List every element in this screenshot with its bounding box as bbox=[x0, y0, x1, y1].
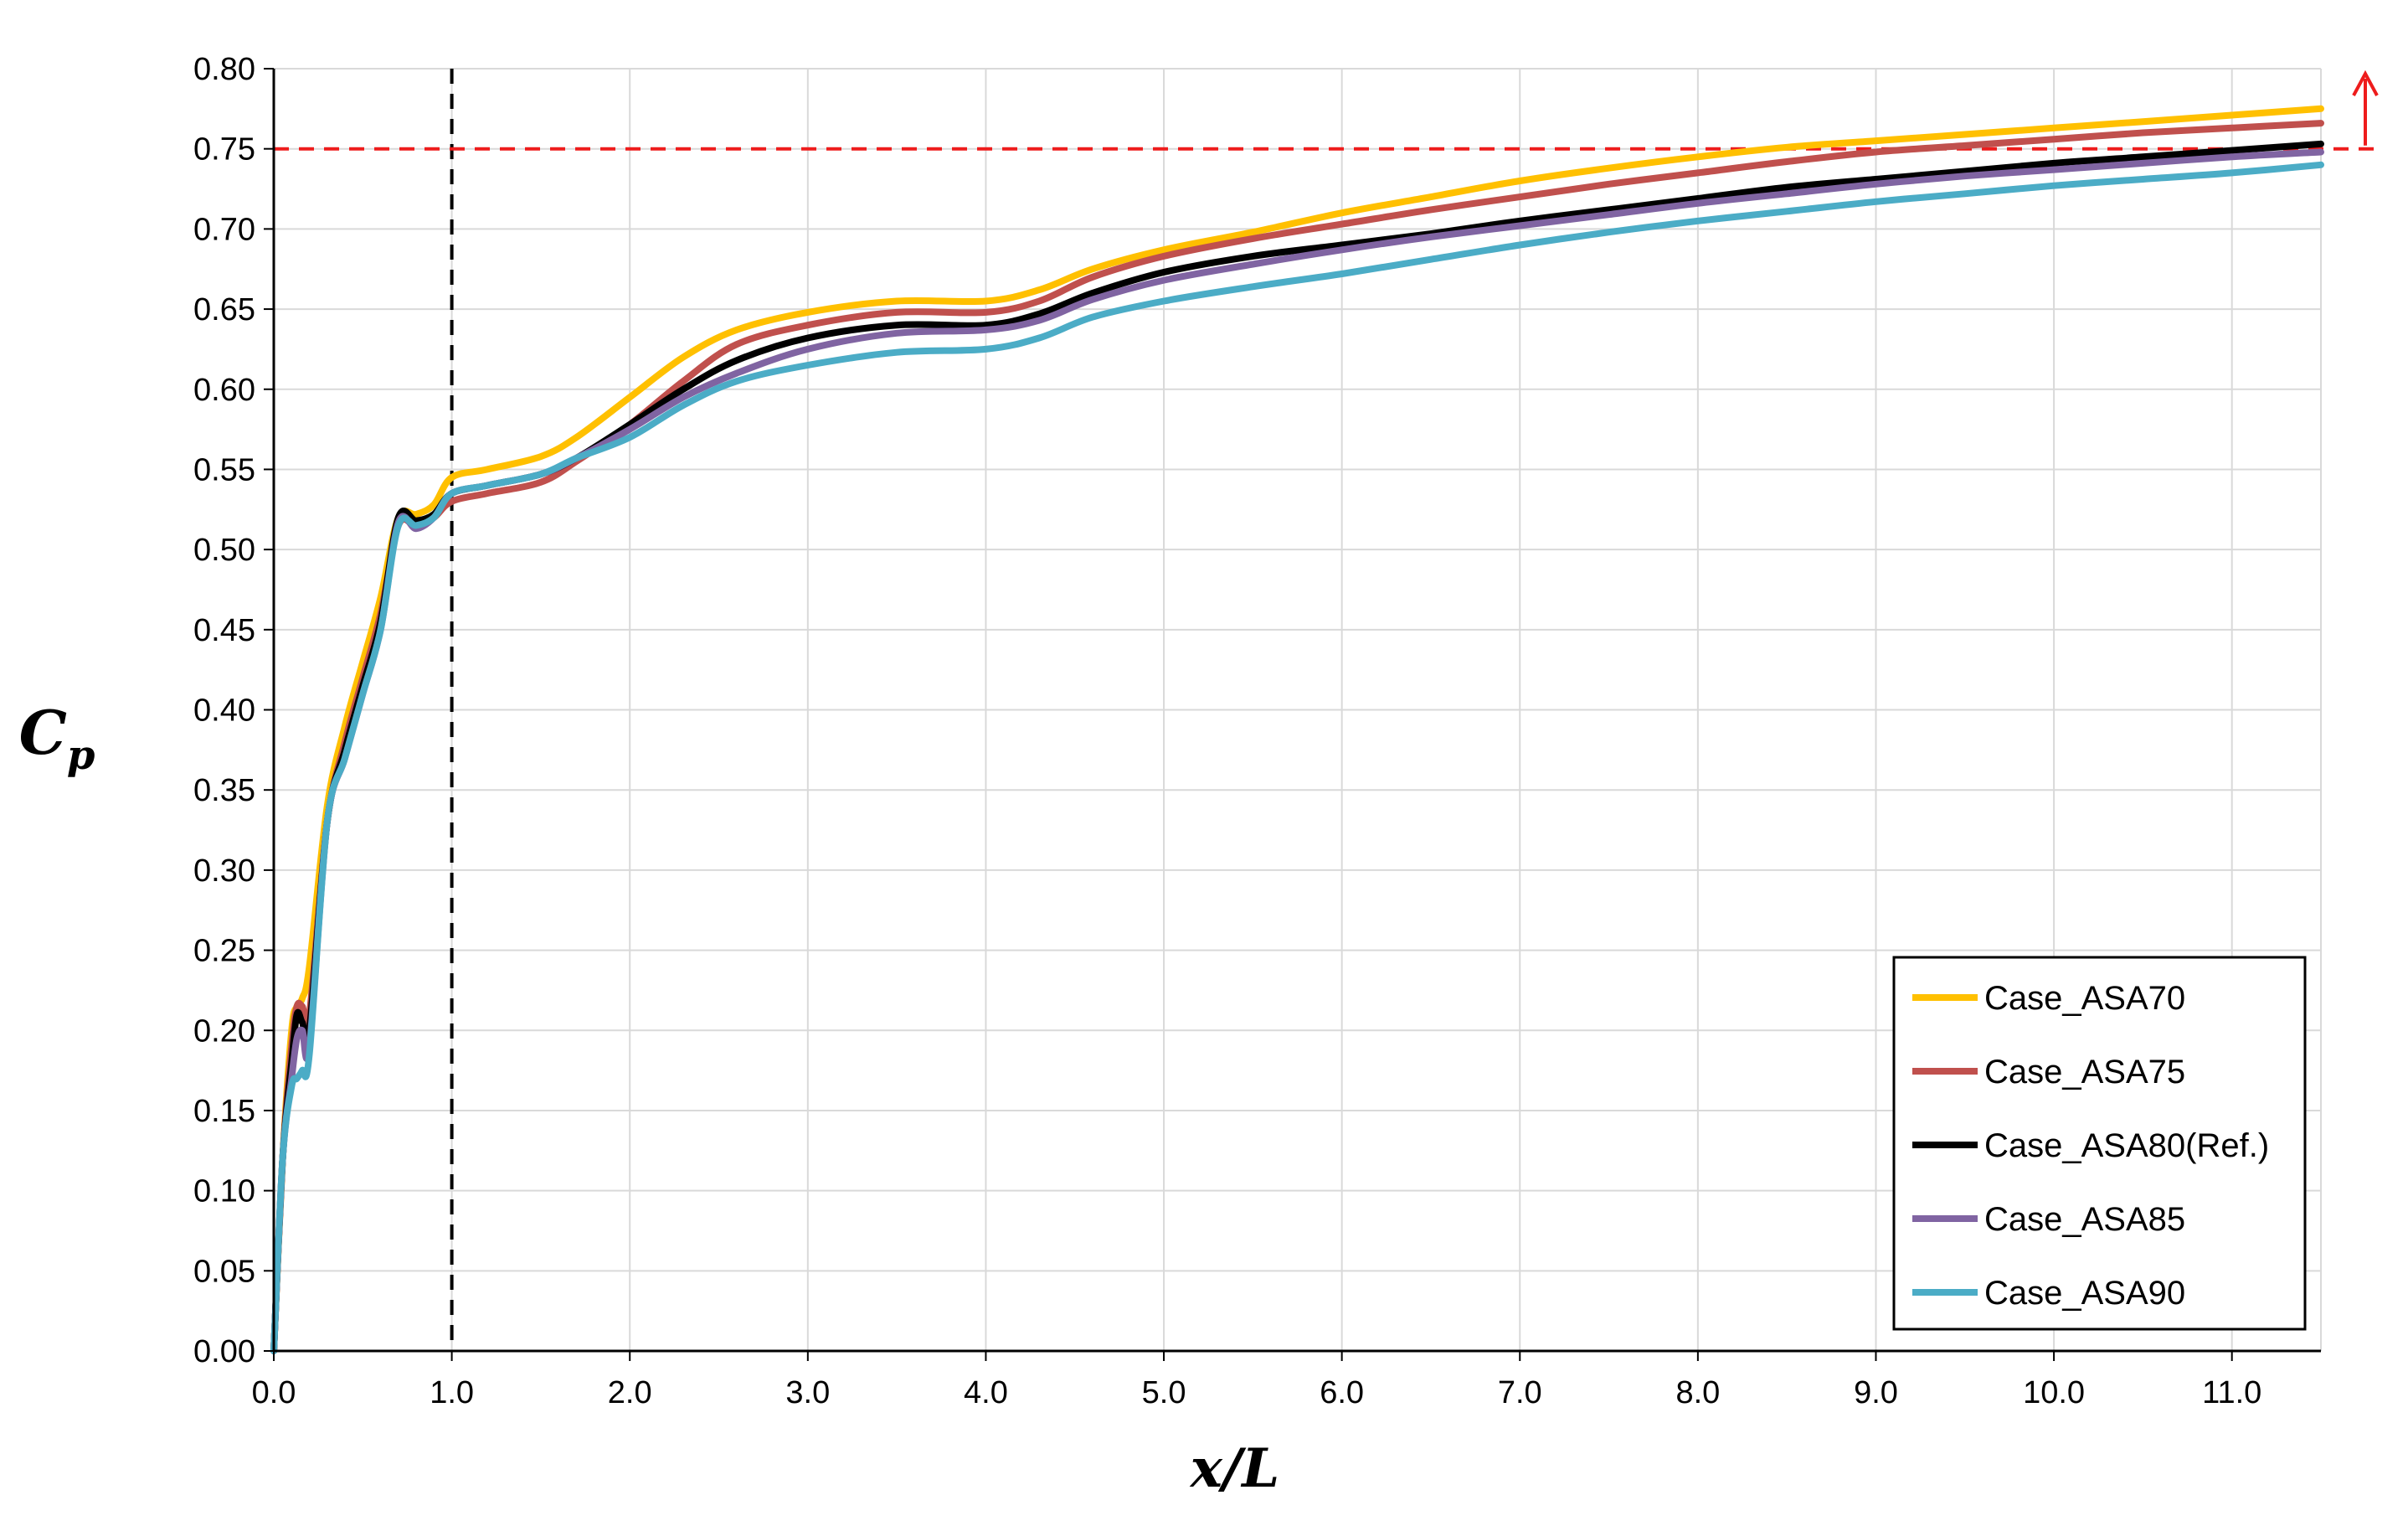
upward-arrow-annotation bbox=[2352, 70, 2379, 146]
x-tick-label: 4.0 bbox=[964, 1375, 1008, 1410]
y-tick-label: 0.25 bbox=[193, 934, 255, 969]
x-tick-label: 11.0 bbox=[2202, 1375, 2261, 1410]
x-axis-title: x/L bbox=[1189, 1437, 1280, 1500]
y-tick-label: 0.20 bbox=[193, 1013, 255, 1049]
y-tick-label: 0.70 bbox=[193, 212, 255, 247]
y-tick-label: 0.05 bbox=[193, 1254, 255, 1289]
legend-label-2: Case_ASA80(Ref.) bbox=[1984, 1127, 2269, 1164]
axes bbox=[264, 68, 2321, 1361]
y-tick-label: 0.15 bbox=[193, 1094, 255, 1129]
reference-lines bbox=[274, 69, 2376, 1351]
x-tick-label: 6.0 bbox=[1320, 1375, 1364, 1410]
y-tick-label: 0.30 bbox=[193, 853, 255, 889]
y-tick-label: 0.60 bbox=[193, 373, 255, 408]
y-tick-label: 0.75 bbox=[193, 132, 255, 168]
y-tick-label: 0.80 bbox=[193, 52, 255, 87]
x-tick-label: 3.0 bbox=[785, 1375, 830, 1410]
series-line-4 bbox=[270, 161, 2324, 1354]
x-tick-label: 2.0 bbox=[608, 1375, 652, 1410]
x-tick-label: 7.0 bbox=[1498, 1375, 1542, 1410]
y-axis-title: Cp bbox=[19, 697, 95, 779]
legend-label-0: Case_ASA70 bbox=[1984, 980, 2185, 1017]
y-tick-label: 0.45 bbox=[193, 613, 255, 648]
y-tick-label: 0.50 bbox=[193, 533, 255, 568]
y-tick-label: 0.00 bbox=[193, 1334, 255, 1369]
y-axis-title-sub: p bbox=[67, 732, 95, 779]
legend: Case_ASA70 Case_ASA75 Case_ASA80(Ref.) Case… bbox=[1892, 956, 2307, 1331]
legend-label-4: Case_ASA90 bbox=[1984, 1275, 2185, 1312]
y-axis-title-main: C bbox=[19, 697, 67, 768]
x-tick-label: 8.0 bbox=[1675, 1375, 1720, 1410]
y-tick-label: 0.40 bbox=[193, 693, 255, 729]
x-tick-label: 1.0 bbox=[430, 1375, 474, 1410]
y-tick-label: 0.55 bbox=[193, 452, 255, 487]
x-tick-label: 10.0 bbox=[2023, 1375, 2085, 1410]
legend-label-3: Case_ASA85 bbox=[1984, 1201, 2185, 1238]
y-tick-label: 0.65 bbox=[193, 292, 255, 327]
x-tick-label: 0.0 bbox=[252, 1375, 296, 1410]
x-tick-label: 9.0 bbox=[1854, 1375, 1898, 1410]
x-tick-label: 5.0 bbox=[1142, 1375, 1186, 1410]
y-tick-label: 0.35 bbox=[193, 773, 255, 808]
tick-labels: 0.00 0.05 0.10 0.15 0.20 0.25 0.30 0.35 0.40 0.45… bbox=[193, 52, 2261, 1410]
legend-label-1: Case_ASA75 bbox=[1984, 1054, 2185, 1090]
series-layer bbox=[270, 105, 2324, 1354]
y-tick-label: 0.10 bbox=[193, 1174, 255, 1209]
arrow-head bbox=[2352, 70, 2379, 96]
